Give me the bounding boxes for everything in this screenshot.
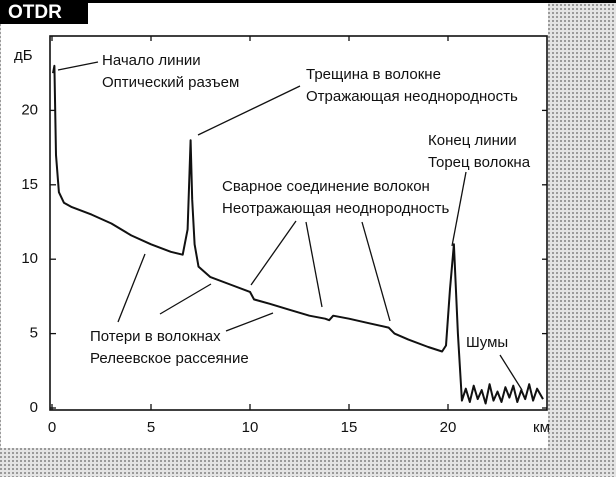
annotation-leader: [197, 85, 301, 136]
top-rule: [0, 0, 616, 3]
annotation-text: Отражающая неоднородность: [306, 88, 518, 105]
chart-title: OTDR: [8, 2, 62, 23]
annotation-text: Трещина в волокне: [306, 66, 441, 83]
annotation-text: Неотражающая неоднородность: [222, 200, 449, 217]
annotation-text: Оптический разъем: [102, 74, 239, 91]
title-bar: [0, 0, 88, 24]
annotation-leader: [499, 354, 523, 391]
annotation-text: Начало линии: [102, 52, 201, 69]
annotation-text: Торец волокна: [428, 154, 531, 171]
x-tick-label: 10: [242, 419, 259, 436]
annotation-leader: [225, 312, 274, 332]
annotation-leader: [159, 283, 212, 315]
y-tick-label: 5: [30, 325, 38, 342]
y-axis-label: дБ: [14, 47, 33, 64]
annotation-leader: [451, 171, 467, 247]
annotation-leader: [117, 253, 146, 323]
annotation-leader: [250, 220, 297, 286]
x-tick-label: 20: [440, 419, 457, 436]
annotation-text: Релеевское рассеяние: [90, 350, 249, 367]
annotation-text: Шумы: [466, 334, 508, 351]
annotation-text: Сварное соединение волокон: [222, 178, 430, 195]
panel: [1, 2, 548, 448]
y-tick-label: 10: [21, 250, 38, 267]
annotation-text: Потери в волокнах: [90, 328, 221, 345]
x-tick-label: 5: [147, 419, 155, 436]
x-axis-label: км: [533, 419, 550, 436]
annotation-leader: [361, 221, 391, 322]
y-tick-label: 15: [21, 176, 38, 193]
annotation-leader: [57, 61, 99, 71]
annotation-leader: [305, 221, 323, 308]
annotation-text: Конец линии: [428, 132, 517, 149]
y-tick-label: 0: [30, 399, 38, 416]
y-tick-label: 20: [21, 101, 38, 118]
trace: [52, 64, 544, 405]
plot-frame: [49, 35, 548, 411]
x-tick-label: 15: [341, 419, 358, 436]
x-tick-label: 0: [48, 419, 56, 436]
